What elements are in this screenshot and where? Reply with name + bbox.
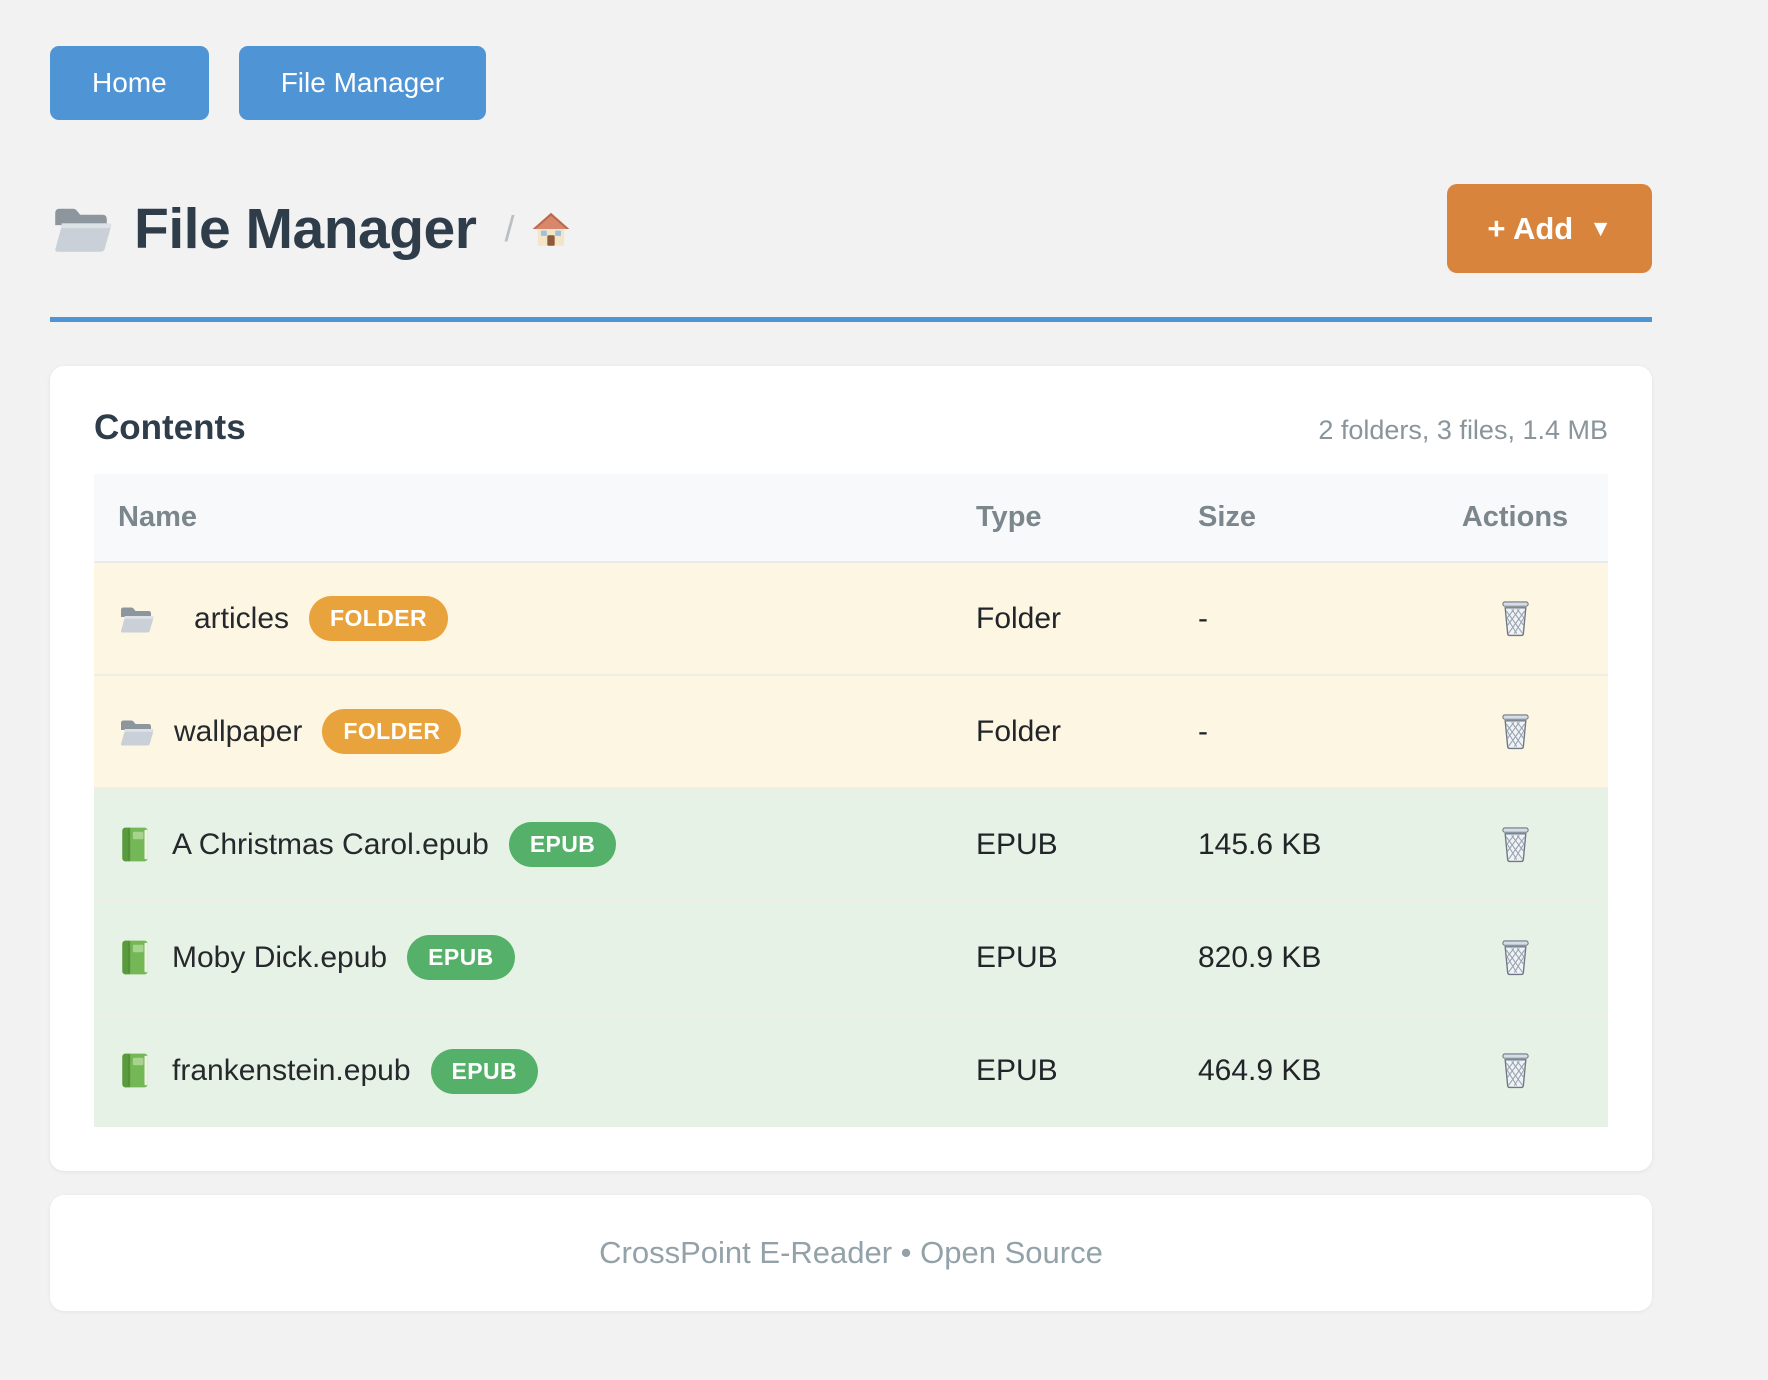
column-header-type: Type [952, 474, 1174, 563]
table-row: frankenstein.epub EPUB EPUB 464.9 KB [94, 1013, 1608, 1127]
page-header: File Manager / + Add ▼ [50, 184, 1652, 322]
green-book-icon [118, 939, 152, 977]
open-folder-icon [118, 716, 154, 748]
wastebasket-icon [1497, 936, 1534, 976]
table-header-row: Name Type Size Actions [94, 474, 1608, 563]
add-button-label: + Add [1487, 210, 1574, 246]
top-nav: Home File Manager [50, 46, 1652, 120]
title-group: File Manager / [50, 196, 572, 262]
delete-button[interactable] [1493, 593, 1538, 641]
add-button[interactable]: + Add ▼ [1447, 184, 1652, 273]
folder-badge: FOLDER [309, 596, 448, 641]
contents-card: Contents 2 folders, 3 files, 1.4 MB Name… [50, 366, 1652, 1171]
file-name-link[interactable]: Moby Dick.epub [172, 940, 388, 974]
wastebasket-icon [1497, 710, 1534, 750]
size-cell: - [1198, 601, 1208, 635]
type-cell: Folder [976, 601, 1062, 635]
delete-button[interactable] [1493, 706, 1538, 754]
file-table: Name Type Size Actions articles [94, 474, 1608, 1127]
file-name-link[interactable]: wallpaper [174, 714, 303, 748]
contents-summary: 2 folders, 3 files, 1.4 MB [1318, 415, 1608, 445]
table-row: Moby Dick.epub EPUB EPUB 820.9 KB [94, 900, 1608, 1014]
file-name-link[interactable]: articles [194, 601, 290, 635]
size-cell: - [1174, 674, 1422, 788]
size-cell: 820.9 KB [1174, 900, 1422, 1014]
type-cell: EPUB [952, 1013, 1174, 1127]
table-row: wallpaper FOLDER Folder - [94, 674, 1608, 788]
table-row: A Christmas Carol.epub EPUB EPUB 145.6 K… [94, 787, 1608, 901]
delete-button[interactable] [1493, 932, 1538, 980]
size-cell: 464.9 KB [1174, 1013, 1422, 1127]
breadcrumb: / [504, 208, 572, 250]
file-name-link[interactable]: A Christmas Carol.epub [172, 827, 489, 861]
footer: CrossPoint E-Reader • Open Source [50, 1195, 1652, 1311]
nav-file-manager-button[interactable]: File Manager [238, 46, 487, 120]
epub-badge: EPUB [508, 822, 617, 867]
folder-badge: FOLDER [322, 709, 462, 754]
green-book-icon [118, 1052, 152, 1090]
house-icon[interactable] [530, 210, 572, 248]
type-cell: Folder [952, 674, 1174, 788]
page-title: File Manager [134, 196, 477, 261]
wastebasket-icon [1497, 597, 1534, 637]
wastebasket-icon [1497, 823, 1534, 863]
open-folder-icon [118, 603, 154, 635]
size-cell: 145.6 KB [1174, 787, 1422, 901]
contents-card-header: Contents 2 folders, 3 files, 1.4 MB [94, 408, 1608, 448]
chevron-down-icon: ▼ [1589, 215, 1612, 241]
table-row: articles FOLDER Folder - [94, 562, 1608, 675]
contents-title: Contents [94, 408, 246, 447]
type-cell: EPUB [952, 787, 1174, 901]
delete-button[interactable] [1493, 819, 1538, 867]
nav-home-button[interactable]: Home [50, 46, 209, 120]
wastebasket-icon [1497, 1049, 1534, 1089]
column-header-name: Name [94, 474, 952, 563]
type-cell: EPUB [952, 900, 1174, 1014]
footer-text: CrossPoint E-Reader • Open Source [599, 1235, 1103, 1270]
breadcrumb-separator: / [504, 207, 515, 249]
green-book-icon [118, 826, 152, 864]
delete-button[interactable] [1493, 1045, 1538, 1093]
column-header-actions: Actions [1422, 474, 1608, 563]
epub-badge: EPUB [430, 1048, 539, 1094]
open-folder-icon [50, 201, 112, 256]
column-header-size: Size [1174, 474, 1422, 563]
epub-badge: EPUB [407, 935, 515, 980]
file-name-link[interactable]: frankenstein.epub [172, 1054, 411, 1087]
